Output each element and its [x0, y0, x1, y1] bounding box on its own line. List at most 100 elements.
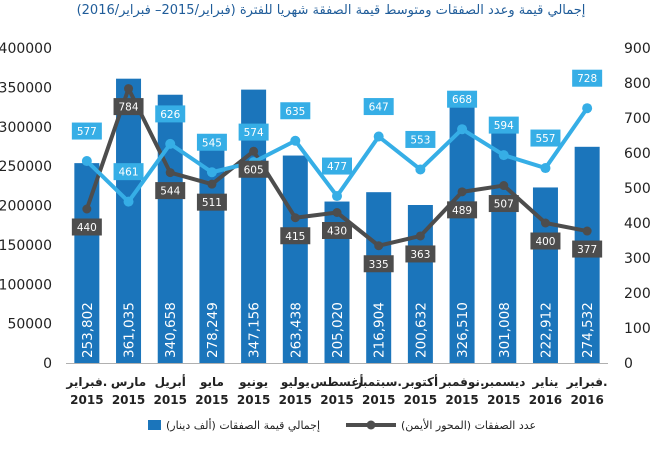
deals-point [499, 181, 509, 191]
average-point [332, 191, 342, 202]
x-tick-label-month: فبراير. [566, 375, 608, 389]
bar-value-label: 263,438 [288, 302, 304, 358]
legend-deals-label: عدد الصفقات (المحور الأيمن) [401, 418, 536, 432]
deals-label-box [405, 245, 436, 263]
y-right-tick-label: 900 [624, 41, 651, 57]
y-left-tick-label: 250000 [0, 159, 52, 175]
deals-value-label: 544 [160, 186, 180, 198]
average-value-label: 668 [452, 94, 472, 106]
x-tick-label-month: مارس [111, 375, 146, 389]
deals-value-label: 377 [577, 244, 597, 256]
y-right-tick-label: 100 [624, 321, 651, 337]
y-left-tick-label: 300000 [0, 120, 52, 136]
bar [282, 155, 308, 363]
average-point [415, 164, 426, 175]
deals-label-box [363, 255, 394, 273]
bar [449, 105, 475, 363]
average-label-box [155, 105, 186, 123]
average-label-box [71, 122, 102, 140]
deals-value-label: 400 [535, 236, 555, 248]
average-point [165, 138, 176, 149]
average-value-label: 574 [244, 127, 264, 139]
x-tick-label-month: أكتوبر [402, 374, 438, 390]
deals-label-box [447, 201, 478, 219]
average-label-box [447, 90, 478, 108]
average-value-label: 577 [77, 126, 97, 138]
bar-value-label: 361,035 [122, 302, 138, 358]
deals-point [457, 187, 467, 197]
average-point [290, 135, 301, 146]
bar [116, 78, 142, 363]
x-tick-label-year: 2015 [279, 393, 312, 407]
x-tick-label-month: نوفمبر. [439, 375, 485, 390]
average-point [582, 103, 593, 114]
y-left-tick-label: 0 [43, 356, 52, 372]
x-tick-label-year: 2015 [487, 393, 520, 407]
deals-point [415, 231, 425, 241]
x-tick-label-month: يونيو [238, 375, 268, 390]
deals-label-box [488, 195, 519, 213]
legend-deals-swatch-marker [366, 420, 376, 430]
average-label-box [530, 129, 561, 147]
x-tick-label-year: 2015 [445, 393, 478, 407]
deals-label-box [113, 98, 144, 116]
bar-value-label: 274,532 [580, 302, 596, 358]
x-tick-label-year: 2015 [320, 393, 353, 407]
y-right-tick-label: 200 [624, 286, 651, 302]
deals-point [374, 241, 384, 251]
deals-value-label: 489 [452, 205, 472, 217]
average-label-box [113, 163, 144, 181]
deals-point [332, 208, 342, 217]
average-value-label: 461 [119, 167, 139, 179]
deals-label-box [238, 160, 269, 178]
x-tick-label-month: يوليو [280, 375, 310, 390]
average-point [81, 156, 92, 167]
x-tick-label-year: 2015 [237, 393, 270, 407]
bar-value-label: 216,904 [372, 302, 388, 358]
deals-value-label: 363 [410, 249, 430, 261]
x-tick-label-year: 2015 [404, 393, 437, 407]
y-left-tick-label: 400000 [0, 41, 52, 57]
average-value-label: 626 [160, 109, 180, 121]
average-value-label: 594 [494, 120, 514, 132]
deals-value-label: 430 [327, 226, 347, 238]
x-tick-label-month: أبريل [155, 374, 186, 389]
average-point [123, 196, 134, 207]
deals-label-box [530, 232, 561, 250]
bar [74, 163, 100, 363]
x-tick-label-month: يناير [532, 375, 559, 389]
average-label-box [196, 133, 227, 151]
deals-value-label: 784 [119, 102, 139, 114]
bar-value-label: 200,632 [413, 302, 429, 358]
deals-label-box [280, 227, 311, 245]
deals-point [124, 84, 134, 94]
bar-value-label: 326,510 [455, 302, 471, 358]
bar-value-label: 205,020 [330, 302, 346, 358]
bar-value-label: 253,802 [80, 302, 96, 358]
average-value-label: 635 [285, 106, 305, 118]
chart-title: إجمالي قيمة وعدد الصفقات ومتوسط قيمة الص… [76, 3, 586, 18]
average-label-box [238, 123, 269, 141]
x-tick-label-year: 2015 [112, 393, 145, 407]
deals-point [249, 146, 259, 156]
bar-value-label: 278,249 [205, 302, 221, 358]
deals-label-box [196, 193, 227, 211]
y-left-tick-label: 350000 [0, 80, 52, 96]
deals-point [540, 218, 550, 228]
y-left-tick-label: 100000 [0, 277, 52, 293]
y-right-tick-label: 400 [624, 216, 651, 232]
average-value-label: 557 [535, 133, 555, 145]
average-value-label: 477 [327, 161, 347, 173]
x-tick-label-month: أغسطس [310, 374, 363, 389]
average-value-label: 728 [577, 73, 597, 85]
bar-value-label: 340,658 [163, 302, 179, 358]
deals-point [290, 213, 300, 223]
y-right-tick-label: 600 [624, 146, 651, 162]
average-point [540, 163, 551, 174]
average-label-box [280, 102, 311, 120]
y-right-tick-label: 800 [624, 76, 651, 92]
y-right-tick-label: 700 [624, 111, 651, 127]
y-left-tick-label: 200000 [0, 199, 52, 215]
